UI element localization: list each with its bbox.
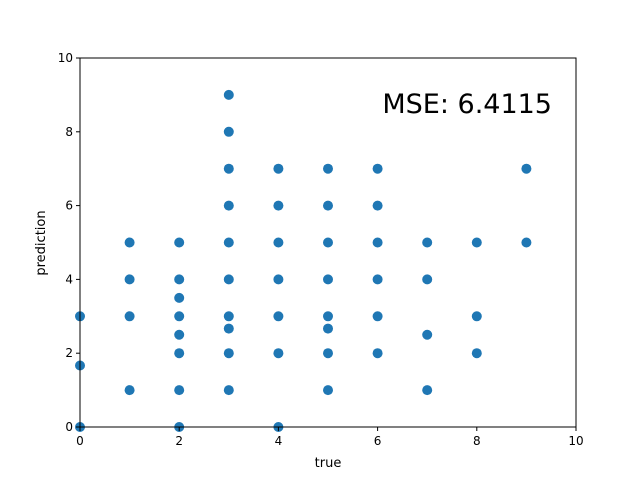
y-tick-label: 10 bbox=[58, 51, 73, 65]
data-point bbox=[372, 200, 383, 211]
data-point bbox=[174, 329, 185, 340]
y-axis-label: prediction bbox=[34, 210, 49, 275]
data-point bbox=[174, 311, 185, 322]
data-point bbox=[273, 163, 284, 174]
x-tick-label: 8 bbox=[473, 434, 481, 448]
data-point bbox=[273, 348, 284, 359]
data-point bbox=[471, 237, 482, 248]
data-point bbox=[273, 274, 284, 285]
data-point bbox=[124, 274, 135, 285]
mse-annotation: MSE: 6.4115 bbox=[382, 89, 552, 120]
data-point bbox=[223, 385, 234, 396]
data-point bbox=[223, 274, 234, 285]
y-tick-label: 0 bbox=[65, 420, 73, 434]
y-tick-label: 8 bbox=[65, 125, 73, 139]
data-point bbox=[273, 311, 284, 322]
x-tick-label: 6 bbox=[374, 434, 382, 448]
y-tick-label: 4 bbox=[65, 272, 73, 286]
data-point bbox=[471, 311, 482, 322]
data-point bbox=[372, 274, 383, 285]
data-point bbox=[223, 200, 234, 211]
data-point bbox=[323, 311, 333, 322]
data-point bbox=[223, 89, 234, 100]
x-tick-label: 4 bbox=[275, 434, 283, 448]
data-point bbox=[174, 385, 185, 396]
data-point bbox=[273, 237, 284, 248]
data-point bbox=[174, 274, 185, 285]
data-point bbox=[422, 385, 433, 396]
data-point bbox=[323, 274, 333, 285]
data-point bbox=[124, 311, 135, 322]
data-point bbox=[174, 292, 185, 303]
data-point bbox=[422, 237, 433, 248]
x-tick-label: 0 bbox=[76, 434, 84, 448]
y-tick-label: 6 bbox=[65, 199, 73, 213]
data-point bbox=[323, 163, 333, 174]
x-tick-label: 2 bbox=[175, 434, 183, 448]
x-axis-label: true bbox=[315, 456, 342, 471]
data-point bbox=[372, 311, 383, 322]
plot-frame bbox=[79, 57, 577, 428]
data-point bbox=[323, 348, 333, 359]
data-point bbox=[223, 311, 234, 322]
data-point bbox=[223, 163, 234, 174]
data-point bbox=[273, 200, 284, 211]
y-axis-ticks: 0 2 4 6 8 10 bbox=[58, 51, 80, 434]
data-point bbox=[372, 237, 383, 248]
data-point bbox=[223, 126, 234, 137]
data-point bbox=[323, 237, 333, 248]
x-tick-label: 10 bbox=[568, 434, 583, 448]
data-point bbox=[323, 200, 333, 211]
data-point bbox=[471, 348, 482, 359]
data-point bbox=[323, 385, 333, 396]
data-point bbox=[422, 329, 433, 340]
data-point bbox=[124, 385, 135, 396]
data-point bbox=[422, 274, 433, 285]
data-point bbox=[323, 323, 333, 334]
data-point bbox=[372, 163, 383, 174]
data-point bbox=[223, 348, 234, 359]
data-point bbox=[521, 237, 532, 248]
data-points bbox=[75, 89, 532, 432]
x-axis-ticks: 0 2 4 6 8 10 bbox=[76, 427, 584, 448]
data-point bbox=[372, 348, 383, 359]
data-point bbox=[223, 237, 234, 248]
data-point bbox=[174, 237, 185, 248]
data-point bbox=[174, 348, 185, 359]
data-point bbox=[521, 163, 532, 174]
data-point bbox=[124, 237, 135, 248]
y-tick-label: 2 bbox=[65, 346, 73, 360]
data-point bbox=[223, 323, 234, 334]
